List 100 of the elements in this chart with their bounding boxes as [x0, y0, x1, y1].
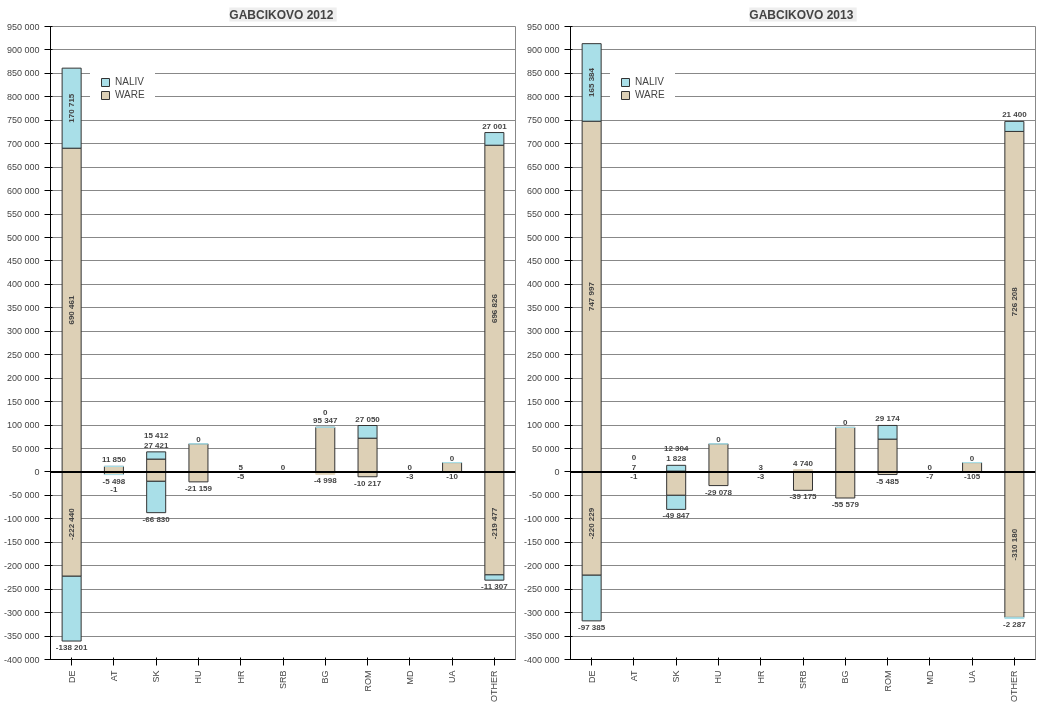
data-label: 0: [449, 453, 455, 463]
y-tick-label: 200 000: [6, 373, 40, 384]
data-label: 15 412: [143, 430, 169, 440]
data-label: 690 461: [67, 295, 77, 325]
x-tick-label: SK: [151, 670, 162, 683]
x-tick-label: OTHER: [489, 670, 500, 702]
y-tick-label: -250 000: [3, 584, 40, 595]
data-label: 3: [758, 462, 764, 472]
y-tick-label: 0: [34, 466, 40, 477]
x-tick-label: HU: [193, 670, 204, 684]
y-tick-label: -300 000: [3, 607, 40, 618]
bar: [792, 471, 814, 491]
y-tick-label: 500 000: [6, 232, 40, 243]
x-tick-label: MD: [404, 670, 415, 685]
data-label: 0: [969, 453, 975, 463]
y-tick-label: 700 000: [6, 138, 40, 149]
y-tick-label: 700 000: [526, 138, 560, 149]
data-label: -55 579: [831, 500, 860, 509]
bar: [708, 471, 729, 487]
y-tick-label: -100 000: [3, 513, 40, 524]
y-tick-label: 350 000: [6, 302, 40, 313]
bar: [708, 443, 729, 473]
data-label: 0: [716, 434, 722, 444]
x-tick-label: HU: [713, 670, 724, 684]
x-tick-label: DE: [586, 670, 597, 683]
y-tick-label: 900 000: [6, 44, 40, 55]
y-tick-label: -200 000: [3, 560, 40, 571]
x-tick-label: SK: [671, 670, 682, 683]
y-tick-label: 300 000: [526, 326, 560, 337]
data-label: -7: [926, 471, 934, 481]
y-tick-label: -50 000: [8, 490, 40, 501]
data-label: -310 180: [1009, 528, 1019, 561]
y-tick-label: -100 000: [523, 513, 560, 524]
y-tick-label: 250 000: [526, 349, 560, 360]
x-tick-label: ROM: [362, 670, 373, 692]
y-tick-label: 450 000: [526, 255, 560, 266]
data-label: 0: [280, 462, 286, 472]
bar: [188, 443, 209, 473]
y-tick-label: 750 000: [526, 115, 560, 126]
y-tick-label: -350 000: [523, 631, 560, 642]
data-label: -1: [630, 471, 639, 481]
data-label: -49 847: [662, 511, 691, 521]
data-label: -21 159: [184, 483, 213, 493]
data-label: 7: [631, 462, 637, 472]
y-tick-label: 200 000: [526, 373, 560, 384]
data-label: -219 477: [489, 507, 499, 540]
y-tick-label: 650 000: [6, 162, 40, 173]
y-tick-label: 850 000: [526, 68, 560, 79]
data-label: -5 485: [876, 476, 900, 486]
data-label: 5: [238, 462, 244, 472]
y-tick-label: 400 000: [526, 279, 560, 290]
bar: [835, 426, 856, 473]
data-label: 0: [407, 462, 413, 472]
x-tick-label: UA: [967, 670, 978, 683]
data-label: 27 001: [482, 121, 508, 131]
y-tick-label: -350 000: [3, 631, 40, 642]
data-label: 747 997: [587, 281, 597, 312]
legend-label: NALIV: [115, 76, 144, 87]
y-tick-label: -250 000: [523, 584, 560, 595]
y-tick-label: -50 000: [528, 490, 560, 501]
y-tick-label: 550 000: [526, 209, 560, 220]
data-label: -11 307: [481, 582, 509, 592]
y-tick-label: 50 000: [531, 443, 560, 454]
data-label: -10: [446, 471, 459, 481]
y-tick-label: 950 000: [6, 21, 40, 32]
data-label: 0: [323, 408, 329, 418]
data-label: 11 850: [101, 455, 127, 465]
data-label: 27 050: [355, 414, 381, 424]
legend-label: WARE: [115, 89, 145, 100]
y-tick-label: -150 000: [523, 537, 560, 548]
data-label: -4 998: [313, 476, 338, 486]
y-tick-label: 250 000: [6, 349, 40, 360]
x-tick-label: HR: [755, 670, 766, 684]
y-tick-label: 350 000: [526, 302, 560, 313]
y-tick-label: 500 000: [526, 232, 560, 243]
y-tick-label: -400 000: [523, 654, 560, 665]
y-tick-label: 800 000: [526, 91, 560, 102]
y-tick-label: 750 000: [6, 115, 40, 126]
y-tick-label: 850 000: [6, 68, 40, 79]
y-tick-label: -400 000: [3, 654, 40, 665]
y-tick-label: 900 000: [526, 44, 560, 55]
bar: [315, 426, 336, 473]
data-label: 95 347: [313, 416, 339, 426]
data-label: -3: [406, 471, 414, 481]
y-tick-label: 950 000: [526, 21, 560, 32]
data-label: 0: [631, 452, 637, 462]
x-tick-label: AT: [108, 670, 119, 682]
legend-label: NALIV: [635, 76, 664, 87]
y-tick-label: 600 000: [6, 185, 40, 196]
data-label: 27 421: [143, 440, 169, 450]
y-tick-label: -300 000: [523, 607, 560, 618]
data-label: 21 400: [1002, 110, 1028, 120]
y-tick-label: 450 000: [6, 255, 40, 266]
x-tick-label: UA: [447, 670, 458, 683]
x-tick-label: BG: [320, 670, 331, 684]
bar: [1004, 471, 1025, 618]
data-label: -5 498: [102, 476, 126, 486]
y-tick-label: 150 000: [526, 396, 560, 407]
data-label: -222 440: [67, 507, 77, 540]
x-tick-label: OTHER: [1009, 670, 1020, 702]
